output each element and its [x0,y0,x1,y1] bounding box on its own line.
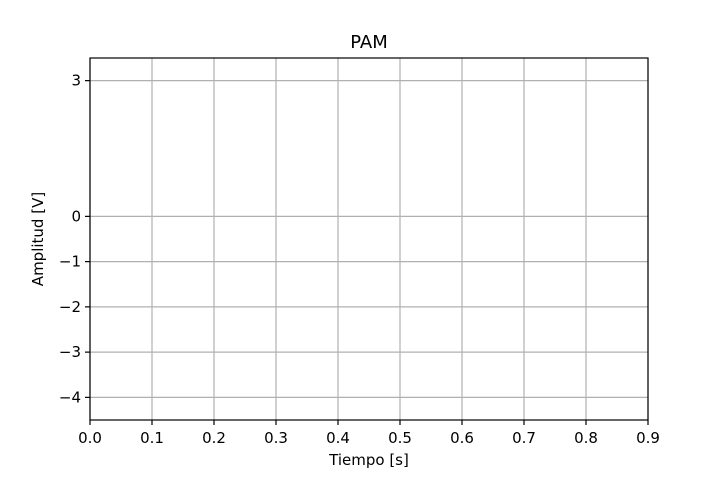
x-tick-label: 0.3 [264,429,288,447]
x-tick-label: 0.2 [202,429,226,447]
x-tick-label: 0.1 [140,429,164,447]
y-tick-label: 3 [71,72,81,90]
x-tick-label: 0.5 [388,429,412,447]
grid [89,58,649,420]
x-tick-label: 0.7 [512,429,536,447]
chart-title: PAM [350,32,388,53]
y-tick-label: −2 [59,298,81,316]
x-tick-label: 0.6 [450,429,474,447]
x-tick-label: 0.9 [636,429,660,447]
y-tick-label: 0 [71,207,81,225]
y-axis-label: Amplitud [V] [29,192,47,286]
ticks [85,80,649,425]
y-tick-label: −3 [59,343,81,361]
y-tick-label: −1 [59,253,81,271]
x-tick-label: 0.4 [326,429,350,447]
plot-frame [89,57,649,421]
x-tick-label: 0.0 [78,429,102,447]
x-axis-label: Tiempo [s] [328,451,409,469]
y-tick-label: −4 [59,388,81,406]
x-tick-label: 0.8 [574,429,598,447]
tick-labels: 0.0 0.1 0.2 0.3 0.4 0.5 0.6 0.7 0.8 0.9 3 0 −1 −2 −3 −4 [59,72,660,447]
